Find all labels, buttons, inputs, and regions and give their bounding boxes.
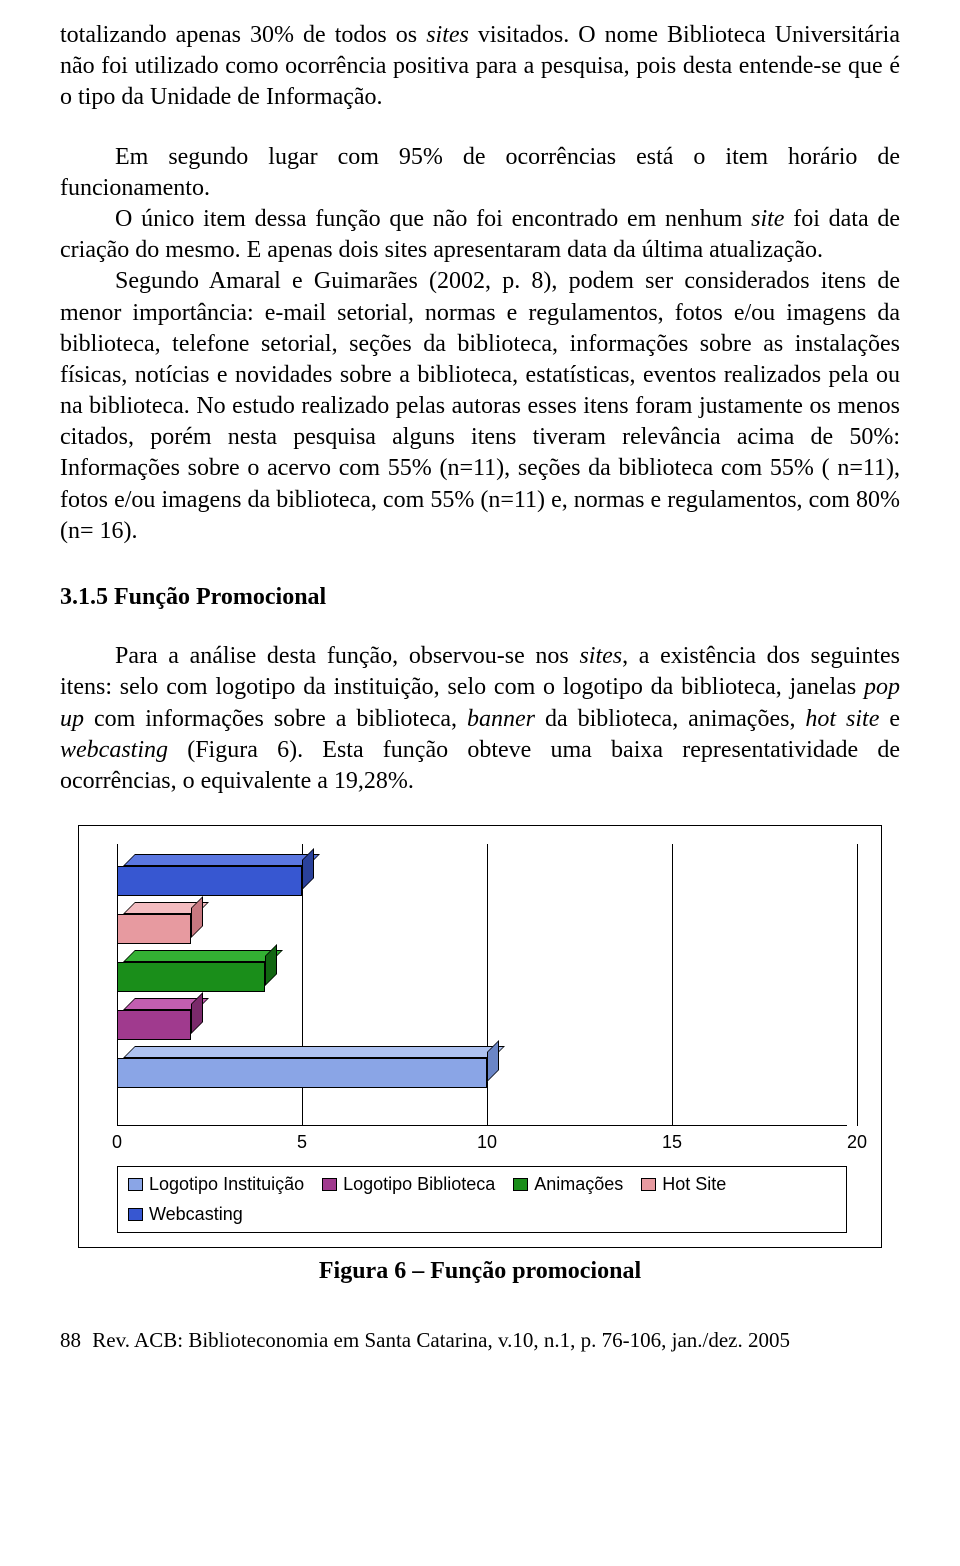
legend-item: Hot Site xyxy=(641,1173,726,1196)
legend-item: Logotipo Instituição xyxy=(128,1173,304,1196)
legend-label: Hot Site xyxy=(662,1173,726,1196)
chart-bar xyxy=(117,902,203,942)
chart-bar xyxy=(117,998,203,1038)
italic-text: hot site xyxy=(805,706,879,732)
italic-text: webcasting xyxy=(60,737,168,763)
text: (Figura 6). Esta função obteve uma baixa… xyxy=(60,737,900,794)
chart-bar-top xyxy=(123,854,320,866)
legend-label: Webcasting xyxy=(149,1203,243,1226)
legend-swatch xyxy=(128,1178,143,1191)
chart-bar-front xyxy=(117,914,191,944)
paragraph-3: O único item dessa função que não foi en… xyxy=(60,204,900,266)
chart-plot-area: 05101520 xyxy=(117,844,847,1154)
chart-bar-front xyxy=(117,1058,487,1088)
chart-x-tick: 20 xyxy=(847,1131,867,1154)
chart-x-tick: 5 xyxy=(297,1131,307,1154)
italic-text: sites xyxy=(426,22,469,48)
legend-swatch xyxy=(322,1178,337,1191)
legend-item: Logotipo Biblioteca xyxy=(322,1173,495,1196)
paragraph-4: Segundo Amaral e Guimarães (2002, p. 8),… xyxy=(60,266,900,547)
chart-x-tick: 15 xyxy=(662,1131,682,1154)
figure-caption: Figura 6 – Função promocional xyxy=(60,1256,900,1287)
chart-baseline xyxy=(117,1125,847,1126)
paragraph-2: Em segundo lugar com 95% de ocorrências … xyxy=(60,142,900,204)
chart-bar-top xyxy=(123,1046,505,1058)
section-heading: 3.1.5 Função Promocional xyxy=(60,582,900,613)
chart-figure-6: 0 5 10 15 20 Logotipo Instituição Logotipo Bi… xyxy=(78,825,882,1248)
legend-swatch xyxy=(128,1208,143,1221)
chart-legend: Logotipo Instituição Logotipo Biblioteca A… xyxy=(117,1166,847,1233)
legend-item: Webcasting xyxy=(128,1203,243,1226)
text: Em segundo lugar com 95% de ocorrências … xyxy=(60,144,900,201)
text: e xyxy=(879,706,900,732)
legend-label: Logotipo Instituição xyxy=(149,1173,304,1196)
chart-bar-front xyxy=(117,962,265,992)
text: da biblioteca, animações, xyxy=(535,706,805,732)
paragraph-5: Para a análise desta função, observou-se… xyxy=(60,641,900,797)
chart-gridline xyxy=(857,844,858,1126)
italic-text: sites xyxy=(579,643,622,669)
paragraph-1: totalizando apenas 30% de todos os sites… xyxy=(60,20,900,114)
chart-bar-top xyxy=(123,950,283,962)
chart-bar-front xyxy=(117,1010,191,1040)
text: O único item dessa função que não foi en… xyxy=(115,206,751,232)
legend-swatch xyxy=(641,1178,656,1191)
chart-x-tick: 0 xyxy=(112,1131,122,1154)
chart-bar xyxy=(117,1046,499,1086)
legend-swatch xyxy=(513,1178,528,1191)
page-number: 88 xyxy=(60,1327,81,1354)
chart-x-tick: 10 xyxy=(477,1131,497,1154)
text: Segundo Amaral e Guimarães (2002, p. 8),… xyxy=(60,268,900,544)
italic-text: site xyxy=(751,206,784,232)
italic-text: banner xyxy=(467,706,535,732)
chart-bar-front xyxy=(117,866,302,896)
text: Para a análise desta função, observou-se… xyxy=(115,643,579,669)
chart-bar xyxy=(117,854,314,894)
footer-citation: Rev. ACB: Biblioteconomia em Santa Catar… xyxy=(92,1328,790,1352)
legend-label: Animações xyxy=(534,1173,623,1196)
page-footer: 88 Rev. ACB: Biblioteconomia em Santa Ca… xyxy=(60,1327,900,1354)
text: com informações sobre a biblioteca, xyxy=(84,706,467,732)
legend-label: Logotipo Biblioteca xyxy=(343,1173,495,1196)
legend-item: Animações xyxy=(513,1173,623,1196)
text: totalizando apenas 30% de todos os xyxy=(60,22,426,48)
chart-gridline xyxy=(672,844,673,1126)
chart-bar xyxy=(117,950,277,990)
